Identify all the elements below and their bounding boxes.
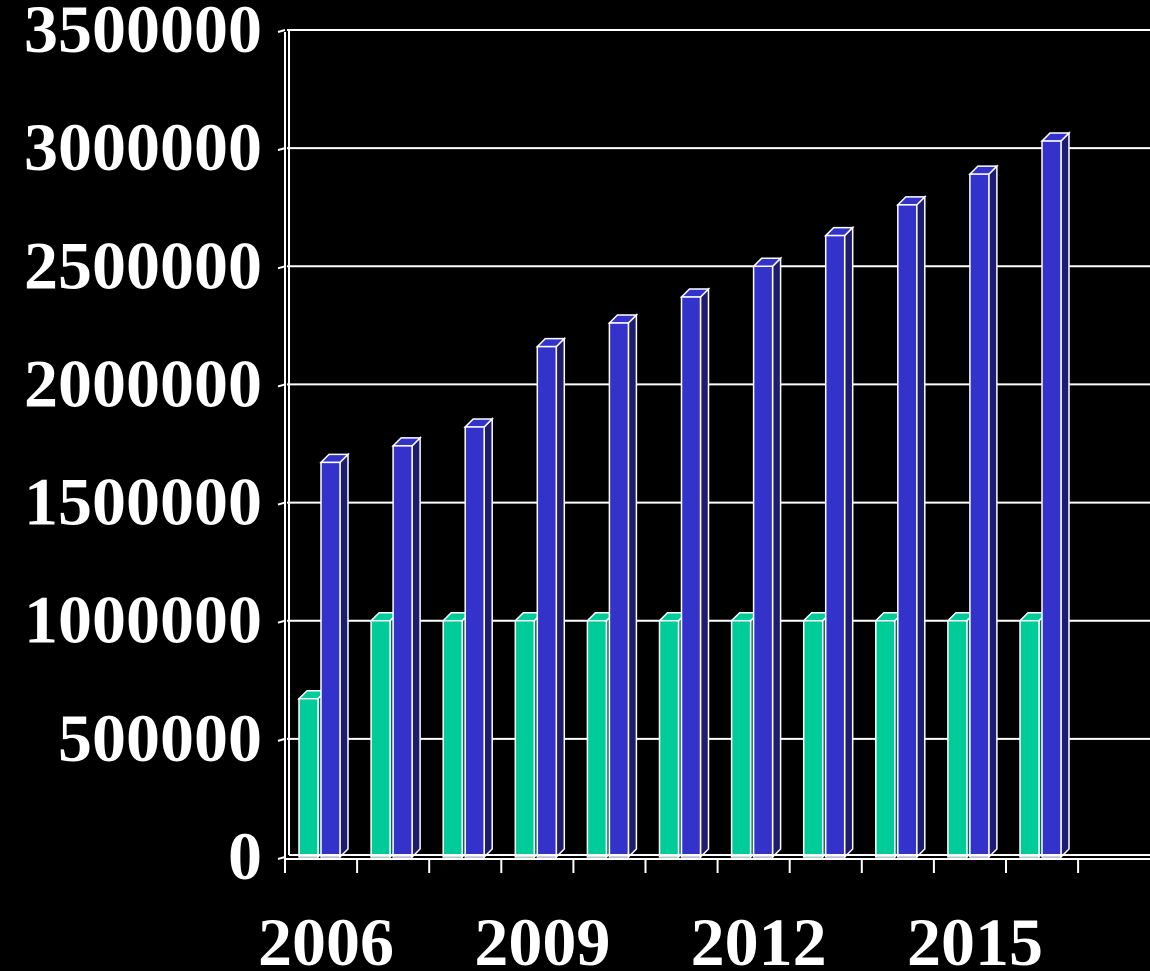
bar-front bbox=[536, 345, 558, 858]
bar-side bbox=[411, 436, 421, 859]
bar-front bbox=[442, 619, 463, 858]
bar-front bbox=[802, 619, 824, 858]
bar-front bbox=[1041, 140, 1062, 858]
y-tick-label: 3500000 bbox=[24, 0, 262, 67]
bar-2007-series-2 bbox=[391, 436, 422, 859]
bar-2011-series-2 bbox=[679, 287, 711, 859]
bar-front bbox=[897, 204, 918, 858]
y-tick-label: 2500000 bbox=[24, 227, 262, 303]
x-tick-label: 2009 bbox=[474, 904, 610, 971]
y-tick-mark bbox=[277, 856, 286, 860]
y-tick-mark bbox=[277, 265, 286, 270]
y-tick-label: 2000000 bbox=[24, 345, 262, 421]
x-tick-label: 2015 bbox=[907, 904, 1043, 971]
bar-front bbox=[586, 619, 608, 858]
bar-front bbox=[392, 445, 413, 858]
bar-front bbox=[514, 619, 536, 858]
y-tick-mark bbox=[277, 383, 286, 388]
bar-side bbox=[1060, 131, 1070, 859]
bar-2016-series-2 bbox=[1040, 131, 1071, 859]
bar-front bbox=[298, 697, 319, 858]
gridlines bbox=[287, 29, 1150, 740]
bar-side bbox=[916, 195, 926, 859]
bar-side bbox=[339, 452, 349, 859]
bar-front bbox=[875, 619, 896, 858]
bar-front bbox=[464, 426, 485, 858]
bar-front bbox=[824, 234, 846, 858]
y-tick-label: 500000 bbox=[58, 700, 262, 776]
y-tick-mark bbox=[277, 501, 286, 506]
y-tick-mark bbox=[277, 147, 286, 152]
y-tick-label: 1500000 bbox=[24, 464, 262, 540]
bar-side bbox=[627, 313, 638, 859]
bar-front bbox=[370, 619, 391, 858]
bar-2009-series-2 bbox=[535, 336, 567, 859]
bar-2006-series-2 bbox=[319, 452, 350, 859]
bar-front bbox=[608, 322, 630, 858]
y-tick-mark bbox=[277, 29, 286, 33]
y-tick-mark bbox=[277, 737, 286, 742]
bar-2008-series-2 bbox=[463, 417, 495, 859]
bar-side bbox=[843, 225, 854, 859]
bar-front bbox=[752, 265, 774, 858]
y-tick-mark bbox=[277, 619, 286, 624]
x-tick-label: 2006 bbox=[258, 904, 394, 971]
y-tick-label: 1000000 bbox=[24, 582, 262, 658]
bars bbox=[297, 131, 1071, 859]
bar-2015-series-2 bbox=[968, 164, 999, 859]
y-axis-ticks: 0 500000 1000000 1500000 2000000 2500000 30000… bbox=[24, 0, 286, 894]
bar-side bbox=[483, 417, 493, 859]
y-tick-label: 3000000 bbox=[24, 109, 262, 185]
bar-2013-series-2 bbox=[823, 225, 855, 859]
bar-front bbox=[730, 619, 752, 858]
bar-side bbox=[988, 164, 998, 859]
bar-2010-series-2 bbox=[607, 313, 639, 859]
bar-front bbox=[969, 173, 990, 858]
bar-2012-series-2 bbox=[751, 256, 783, 859]
y-tick-label: 0 bbox=[228, 818, 262, 894]
bar-side bbox=[699, 287, 710, 859]
bar-front bbox=[947, 619, 968, 858]
bar-front bbox=[658, 619, 680, 858]
x-tick-label: 2012 bbox=[691, 904, 827, 971]
bar-side bbox=[771, 256, 782, 859]
bar-2014-series-2 bbox=[895, 195, 927, 859]
bar-front bbox=[680, 296, 702, 858]
bar-side bbox=[555, 336, 566, 859]
x-axis-ticks: 2006 2009 2012 2015 bbox=[258, 859, 1080, 971]
bar-front bbox=[320, 461, 341, 858]
bar-front bbox=[1019, 619, 1040, 858]
